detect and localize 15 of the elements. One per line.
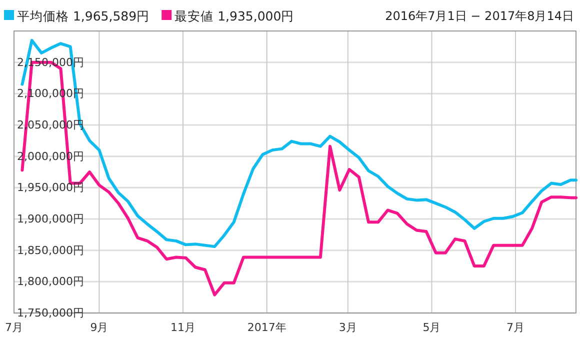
y-tick-label: 1,850,000円 [17, 244, 84, 257]
text: 2016年7月1日 − 2017年8月14日 [385, 9, 574, 23]
x-tick-label: 2017年 [247, 321, 286, 334]
y-tick-label: 1,750,000円 [17, 306, 84, 320]
x-tick-label: 7月 [5, 321, 23, 334]
y-tick-label: 1,800,000円 [17, 275, 84, 288]
x-tick-label: 9月 [90, 321, 108, 334]
y-tick-label: 1,900,000円 [17, 212, 84, 226]
x-tick-label: 7月 [506, 321, 525, 334]
x-tick-label: 5月 [422, 321, 441, 334]
x-tick-label: 11月 [170, 321, 196, 334]
legend-label: 平均価格 1,965,589円 [17, 8, 150, 24]
y-tick-label: 1,950,000円 [17, 181, 84, 194]
legend-label: 最安値 1,935,000円 [174, 8, 294, 24]
x-tick-label: 3月 [338, 321, 357, 334]
